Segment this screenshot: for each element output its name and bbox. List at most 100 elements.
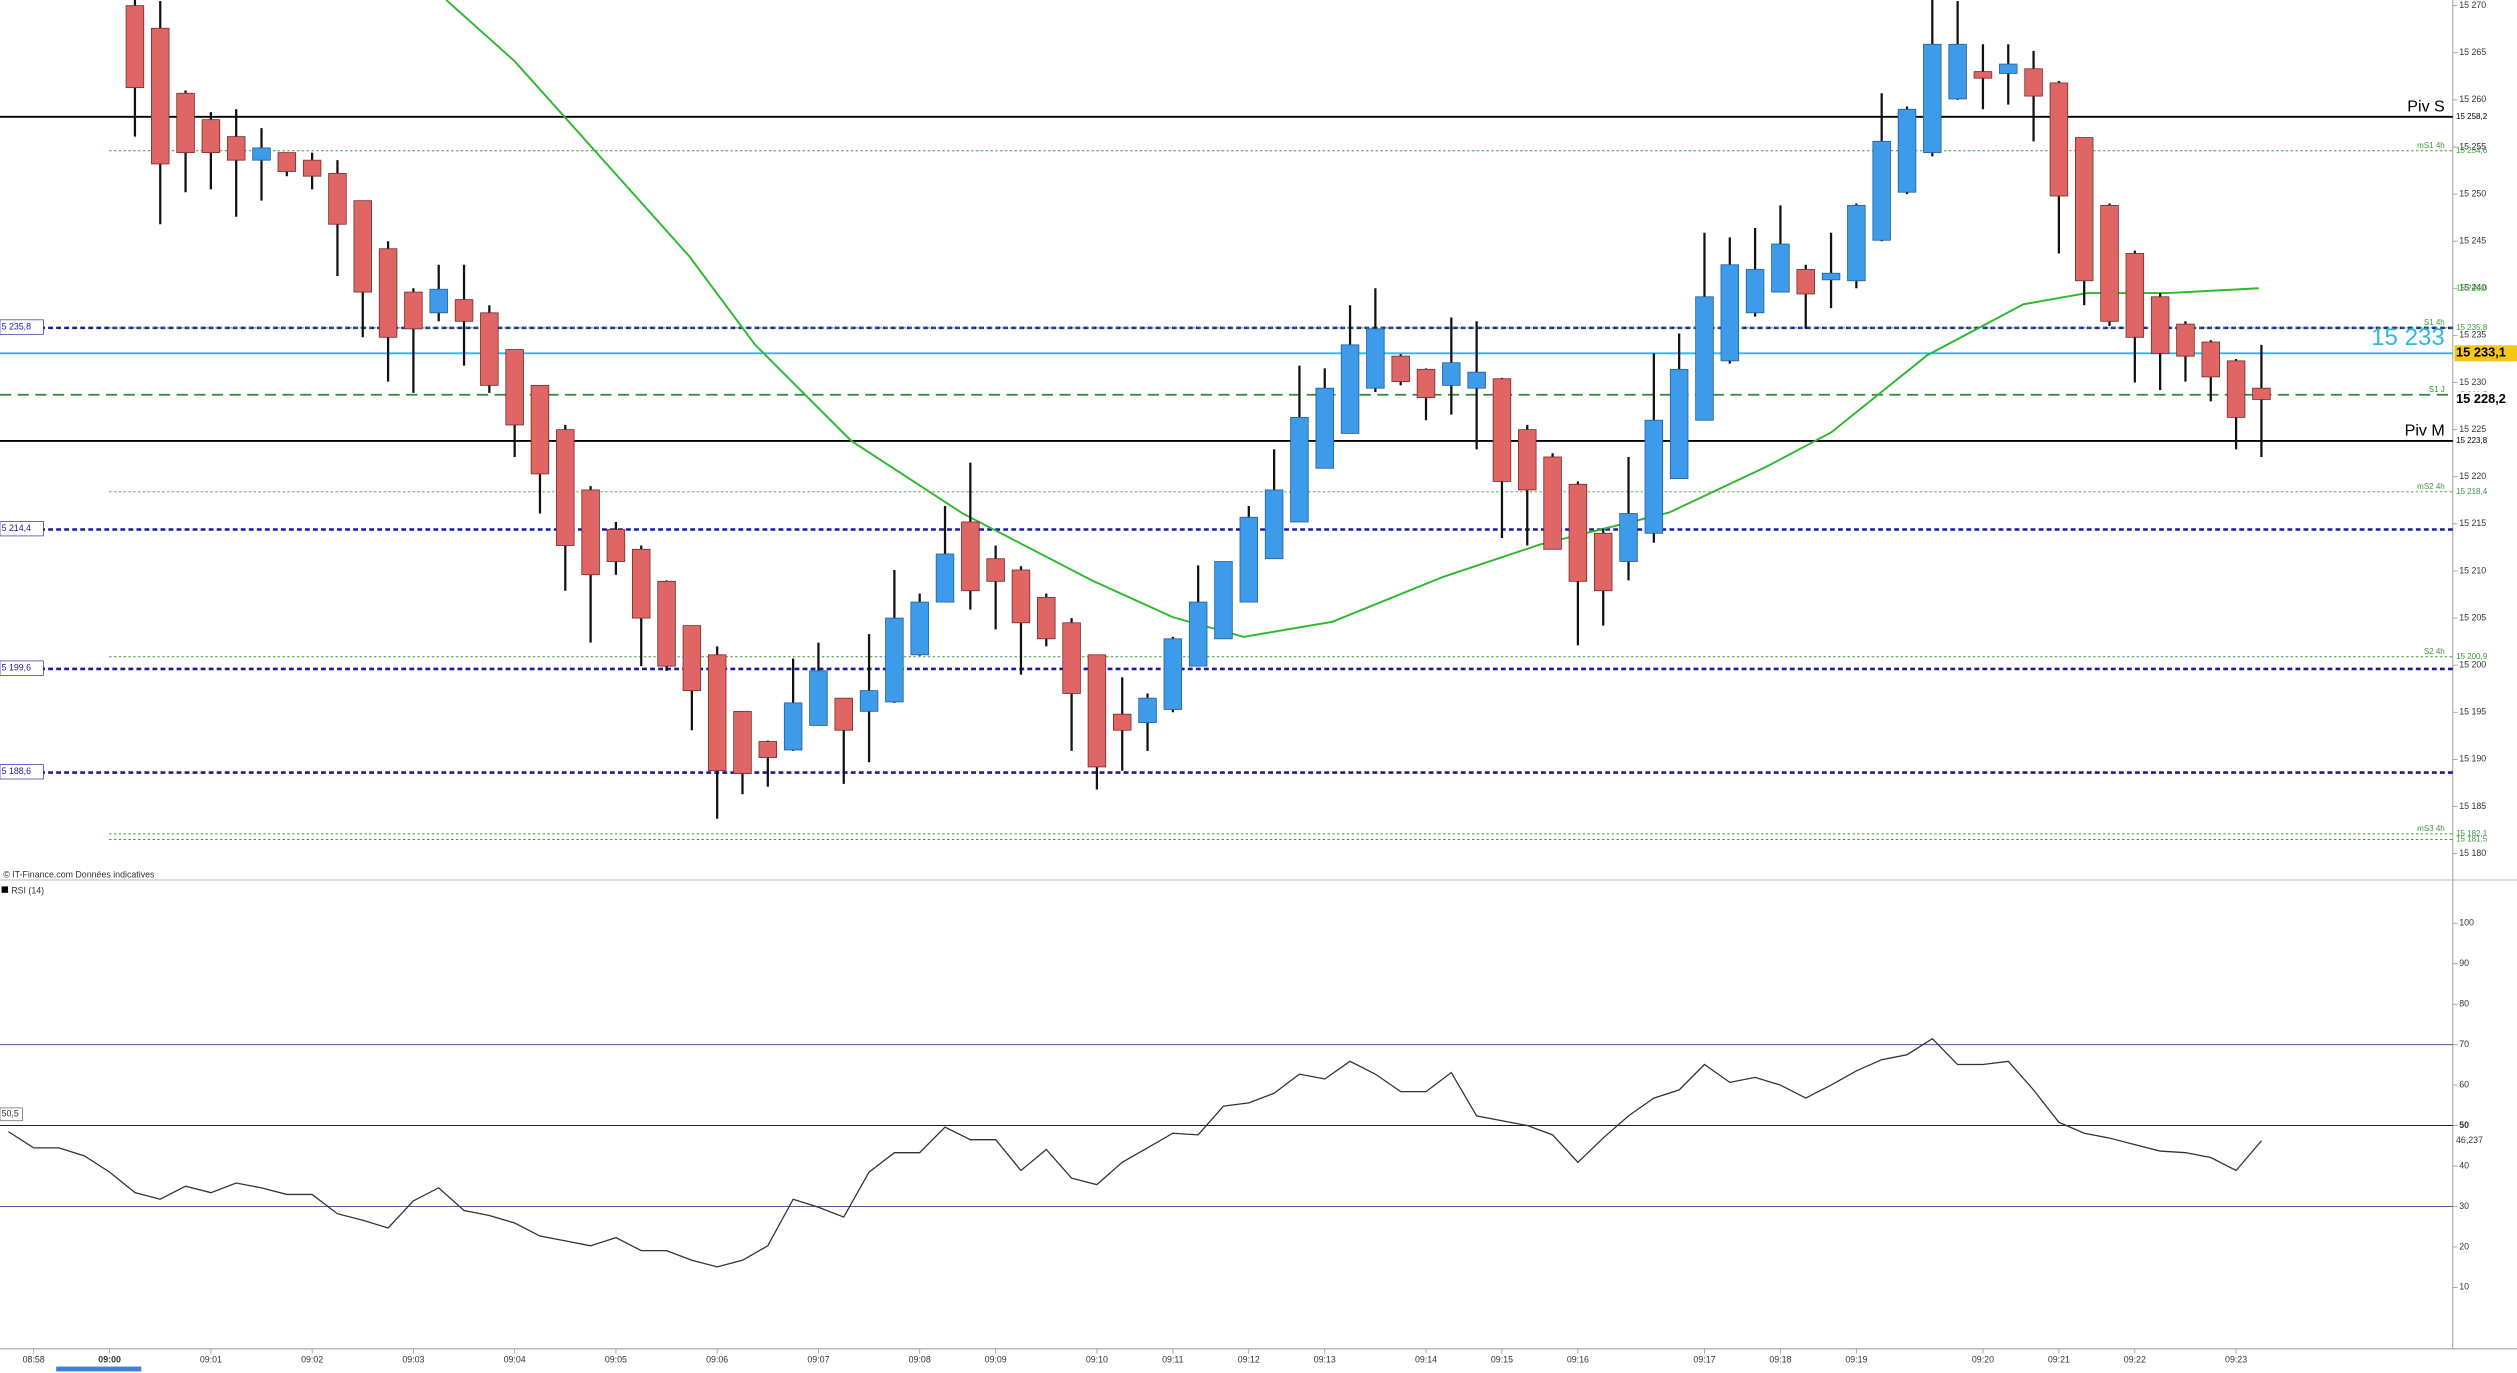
y-tick-label: 15 250 bbox=[2459, 188, 2486, 198]
x-tick-label: 09:00 bbox=[98, 1354, 121, 1364]
level-tag: 15 181,5 bbox=[2456, 835, 2488, 844]
candle-body bbox=[1695, 296, 1714, 421]
candle-body bbox=[1214, 561, 1233, 640]
candle-body bbox=[454, 299, 474, 322]
x-tick-label: 09:05 bbox=[605, 1354, 627, 1364]
candle-body bbox=[1821, 272, 1841, 281]
candle-body bbox=[2252, 387, 2271, 400]
candle-body bbox=[1087, 654, 1107, 768]
y-tick-label: 40 bbox=[2459, 1160, 2469, 1170]
candle-body bbox=[1771, 243, 1790, 293]
level-name: mS1 4h bbox=[2417, 141, 2445, 150]
x-tick-label: 09:06 bbox=[706, 1354, 728, 1364]
level-tag: 15 258,2 bbox=[2456, 112, 2488, 121]
x-tick-label: 09:10 bbox=[1086, 1354, 1108, 1364]
candle-body bbox=[632, 548, 651, 619]
x-tick-label: 09:03 bbox=[402, 1354, 424, 1364]
candle-body bbox=[986, 558, 1005, 582]
y-tick-label: 80 bbox=[2459, 999, 2469, 1009]
candle-body bbox=[1062, 622, 1081, 694]
candle-body bbox=[581, 489, 600, 576]
y-tick-label: 15 195 bbox=[2459, 707, 2486, 717]
x-tick-label: 09:02 bbox=[301, 1354, 323, 1364]
candle-body bbox=[783, 702, 803, 751]
candle-body bbox=[1669, 368, 1689, 480]
left-tag: 5 214,4 bbox=[2, 523, 32, 533]
level-name: mS2 4h bbox=[2417, 482, 2445, 491]
y-tick-label: 100 bbox=[2459, 918, 2474, 928]
last-value-tag: 46,237 bbox=[2456, 1135, 2483, 1145]
candle-body bbox=[1644, 419, 1664, 534]
x-tick-label: 09:11 bbox=[1162, 1354, 1184, 1364]
y-tick-label: 15 230 bbox=[2459, 377, 2486, 387]
x-tick-label: 09:18 bbox=[1769, 1354, 1791, 1364]
left-tag-box bbox=[0, 764, 44, 780]
y-tick-label: 15 210 bbox=[2459, 565, 2486, 575]
left-tag: 5 199,6 bbox=[2, 662, 32, 672]
y-tick-label: 15 270 bbox=[2459, 0, 2486, 10]
candle-body bbox=[429, 288, 448, 314]
x-tick-label: 08:58 bbox=[23, 1354, 45, 1364]
candle-body bbox=[1593, 532, 1613, 592]
candle-body bbox=[885, 617, 904, 703]
candle-body bbox=[353, 200, 372, 293]
candle-body bbox=[1948, 43, 1967, 100]
level-name: S1 J bbox=[2429, 385, 2445, 394]
left-tag-box bbox=[0, 319, 44, 335]
left-tag: 5 188,6 bbox=[2, 766, 32, 776]
left-tag: 5 235,8 bbox=[2, 321, 32, 331]
candle-body bbox=[2100, 204, 2119, 322]
candle-body bbox=[682, 625, 702, 692]
x-tick-label: 09:16 bbox=[1567, 1354, 1589, 1364]
level-name: Piv M bbox=[2405, 422, 2445, 440]
y-tick-label: 90 bbox=[2459, 958, 2469, 968]
left-tag: 50,5 bbox=[2, 1109, 19, 1119]
candle-body bbox=[2226, 360, 2246, 418]
candle-body bbox=[1568, 483, 1588, 582]
y-tick-label: 20 bbox=[2459, 1241, 2469, 1251]
left-tag-box bbox=[0, 660, 44, 676]
x-tick-label: 09:14 bbox=[1415, 1354, 1437, 1364]
candle-body bbox=[961, 521, 980, 592]
candle-body bbox=[2176, 323, 2195, 357]
candle-body bbox=[1467, 371, 1486, 389]
candle-body bbox=[151, 27, 170, 165]
candle-body bbox=[1112, 713, 1132, 731]
y-tick-label: 50 bbox=[2459, 1120, 2469, 1130]
candle-body bbox=[809, 670, 828, 726]
x-tick-label: 09:17 bbox=[1693, 1354, 1715, 1364]
candle-body bbox=[1543, 456, 1562, 550]
price-tag bbox=[2454, 345, 2517, 362]
candle-body bbox=[1872, 140, 1891, 241]
candle-body bbox=[2024, 68, 2043, 97]
candle-body bbox=[226, 136, 246, 161]
candle-body bbox=[176, 92, 195, 154]
candle-body bbox=[2150, 296, 2170, 354]
legend-entry: RSI (14) bbox=[11, 886, 44, 896]
level-name: mS3 4h bbox=[2417, 824, 2445, 833]
candle-body bbox=[910, 601, 929, 656]
candle-body bbox=[530, 384, 550, 475]
candle-body bbox=[302, 159, 322, 177]
candle-body bbox=[2125, 253, 2145, 338]
candle-body bbox=[378, 248, 398, 338]
y-tick-label: 15 190 bbox=[2459, 754, 2486, 764]
candle-body bbox=[1999, 63, 2018, 74]
y-tick-label: 15 200 bbox=[2459, 660, 2486, 670]
last-price: 15 228,2 bbox=[2456, 391, 2506, 406]
level-tag: 15 200,9 bbox=[2456, 652, 2488, 661]
candle-body bbox=[758, 741, 778, 758]
y-tick-label: 15 245 bbox=[2459, 236, 2486, 246]
candle-body bbox=[328, 172, 347, 225]
candle-body bbox=[1011, 569, 1031, 624]
left-tag-box bbox=[0, 521, 44, 537]
x-tick-label: 09:20 bbox=[1972, 1354, 1994, 1364]
candle-body bbox=[834, 697, 853, 731]
candle-body bbox=[707, 654, 727, 772]
x-tick-label: 09:08 bbox=[909, 1354, 931, 1364]
candle-body bbox=[1619, 513, 1638, 562]
x-tick-label: 09:07 bbox=[807, 1354, 829, 1364]
candle-body bbox=[1264, 489, 1284, 560]
x-tick-label: 09:22 bbox=[2124, 1354, 2146, 1364]
y-tick-label: 30 bbox=[2459, 1201, 2469, 1211]
